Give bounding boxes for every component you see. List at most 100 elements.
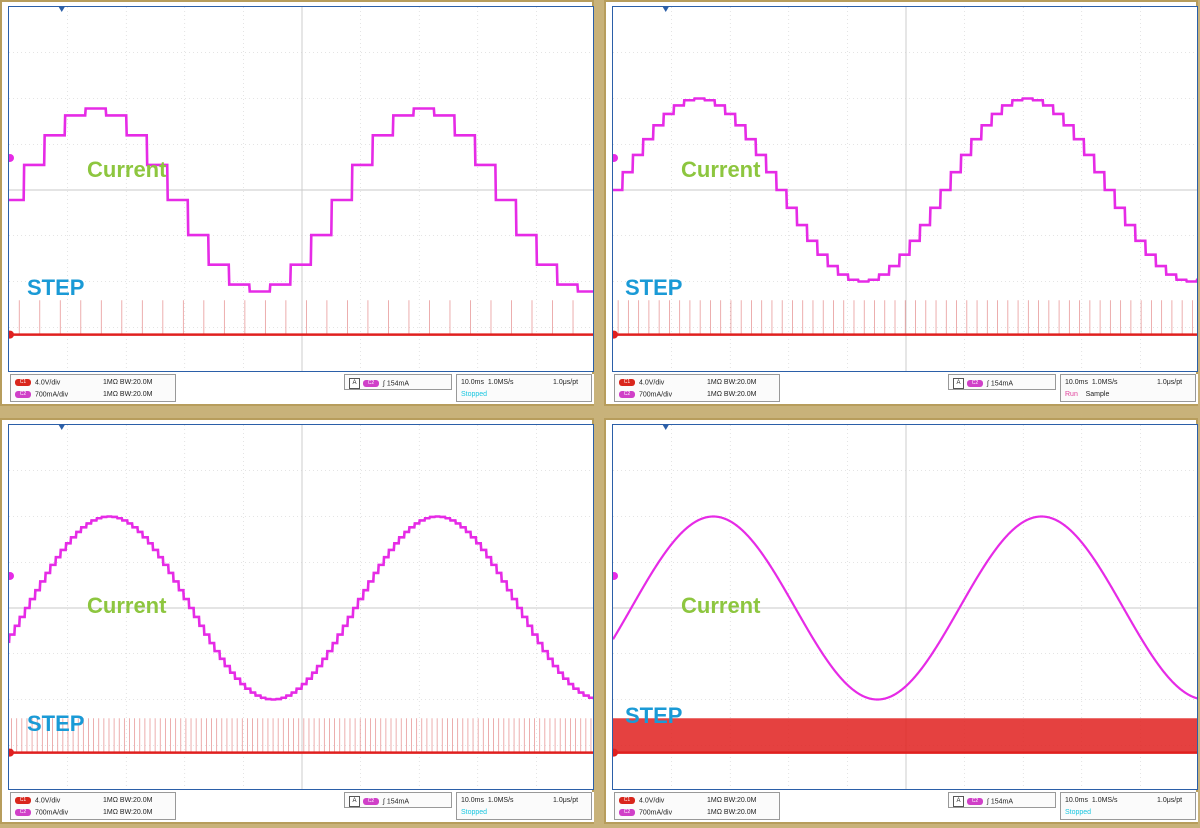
current-label: Current [681, 593, 761, 618]
ch2-chip: C2 [15, 391, 31, 398]
channel-box: C1 4.0V/div C2 700mA/div 1MΩ BW:20.0M 1MΩ … [10, 792, 176, 820]
status-bar: C1 4.0V/div C2 700mA/div 1MΩ BW:20.0M 1MΩ … [8, 374, 594, 404]
acq-state: Stopped [461, 809, 488, 816]
ch2-chip: C2 [619, 809, 635, 816]
trigger-level: 154mA [386, 380, 410, 388]
ch1-coupling: 1MΩ BW:20.0M [707, 797, 757, 804]
resolution: 1.0μs/pt [553, 797, 579, 804]
timebase-box: 10.0ms 1.0MS/s 1.0μs/pt Stopped [456, 374, 592, 402]
timebase: 10.0ms [461, 797, 484, 804]
acq-state: Run [1065, 391, 1078, 398]
trigger-mode-icon: A [953, 378, 964, 389]
scope-screen: Current STEP [612, 6, 1198, 372]
trigger-level: 154mA [990, 798, 1014, 806]
ch1-scale: 4.0V/div [639, 379, 665, 387]
current-trace [613, 97, 1197, 283]
resolution: 1.0μs/pt [1157, 797, 1183, 804]
ch1-chip: C1 [15, 797, 31, 804]
ch2-ground-marker [9, 153, 14, 162]
ch2-coupling: 1MΩ BW:20.0M [707, 809, 757, 816]
channel-box: C1 4.0V/div C2 700mA/div 1MΩ BW:20.0M 1MΩ … [614, 374, 780, 402]
trigger-box: A C2 ∫ 154mA [948, 792, 1056, 808]
trigger-edge-icon: ∫ [383, 798, 387, 806]
ch2-ground-marker [9, 571, 14, 580]
ch1-scale: 4.0V/div [35, 797, 61, 805]
timebase-box: 10.0ms 1.0MS/s 1.0μs/pt Stopped [1060, 792, 1196, 820]
step-label: STEP [625, 275, 683, 300]
ch1-coupling: 1MΩ BW:20.0M [707, 379, 757, 386]
step-label: STEP [625, 703, 683, 728]
trigger-position-marker [662, 425, 669, 430]
scope-panel-3: Current STEP C1 4.0V/div C2 700mA/div 1MΩ … [0, 418, 594, 824]
timebase-box: 10.0ms 1.0MS/s 1.0μs/pt Stopped [456, 792, 592, 820]
trigger-position-marker [58, 7, 65, 12]
step-pulse-band [613, 718, 1197, 753]
trigger-position-marker [662, 7, 669, 12]
ch2-ground-marker [613, 571, 618, 580]
ch2-scale: 700mA/div [35, 809, 69, 817]
ch2-coupling: 1MΩ BW:20.0M [103, 809, 153, 816]
step-pulses [11, 718, 592, 753]
ch1-coupling: 1MΩ BW:20.0M [103, 797, 153, 804]
scope-plot [613, 7, 1197, 371]
sample-rate: 1.0MS/s [1091, 797, 1118, 804]
step-label: STEP [27, 275, 85, 300]
ch1-chip: C1 [619, 797, 635, 804]
trigger-edge-icon: ∫ [383, 380, 387, 388]
trigger-edge-icon: ∫ [987, 380, 991, 388]
ch1-coupling: 1MΩ BW:20.0M [103, 379, 153, 386]
ch1-chip: C1 [15, 379, 31, 386]
current-label: Current [681, 157, 761, 182]
trigger-mode-icon: A [953, 796, 964, 807]
status-bar: C1 4.0V/div C2 700mA/div 1MΩ BW:20.0M 1MΩ … [8, 792, 594, 822]
sample-rate: 1.0MS/s [487, 797, 514, 804]
status-bar: C1 4.0V/div C2 700mA/div 1MΩ BW:20.0M 1MΩ … [612, 374, 1198, 404]
current-label: Current [87, 157, 167, 182]
scope-panel-2: Current STEP C1 4.0V/div C2 700mA/div 1MΩ … [604, 0, 1198, 406]
trigger-channel-chip: C2 [363, 380, 379, 387]
trigger-box: A C2 ∫ 154mA [344, 374, 452, 390]
scope-panel-1: Current STEP C1 4.0V/div C2 700mA/div 1MΩ … [0, 0, 594, 406]
trigger-box: A C2 ∫ 154mA [344, 792, 452, 808]
status-bar: C1 4.0V/div C2 700mA/div 1MΩ BW:20.0M 1MΩ … [612, 792, 1198, 822]
trigger-box: A C2 ∫ 154mA [948, 374, 1056, 390]
ch2-ground-marker [613, 153, 618, 162]
acq-state: Stopped [1065, 809, 1092, 816]
ch2-coupling: 1MΩ BW:20.0M [707, 391, 757, 398]
timebase-box: 10.0ms 1.0MS/s 1.0μs/pt Run Sample [1060, 374, 1196, 402]
ch2-coupling: 1MΩ BW:20.0M [103, 391, 153, 398]
ch1-scale: 4.0V/div [35, 379, 61, 387]
trigger-edge-icon: ∫ [987, 798, 991, 806]
step-pulses [617, 300, 1193, 335]
ch1-scale: 4.0V/div [639, 797, 665, 805]
channel-box: C1 4.0V/div C2 700mA/div 1MΩ BW:20.0M 1MΩ … [614, 792, 780, 820]
resolution: 1.0μs/pt [553, 379, 579, 386]
ch1-ground-marker [9, 330, 14, 339]
scope-plot [613, 425, 1197, 789]
scope-screen: Current STEP [8, 424, 594, 790]
scope-screen: Current STEP [612, 424, 1198, 790]
ch2-scale: 700mA/div [639, 809, 673, 817]
trigger-level: 154mA [386, 798, 410, 806]
acq-mode: Sample [1085, 391, 1110, 398]
step-pulses [18, 300, 574, 335]
trigger-channel-chip: C2 [363, 798, 379, 805]
timebase: 10.0ms [461, 379, 484, 386]
step-label: STEP [27, 711, 85, 736]
scope-screen: Current STEP [8, 6, 594, 372]
trigger-channel-chip: C2 [967, 798, 983, 805]
ch2-chip: C2 [15, 809, 31, 816]
ch1-ground-marker [9, 748, 14, 757]
ch2-scale: 700mA/div [639, 391, 673, 399]
scope-plot [9, 7, 593, 371]
sample-rate: 1.0MS/s [1091, 379, 1118, 386]
scope-panel-4: Current STEP C1 4.0V/div C2 700mA/div 1MΩ … [604, 418, 1198, 824]
current-label: Current [87, 593, 167, 618]
resolution: 1.0μs/pt [1157, 379, 1183, 386]
trigger-mode-icon: A [349, 378, 360, 389]
current-trace [613, 515, 1197, 701]
ch1-chip: C1 [619, 379, 635, 386]
timebase: 10.0ms [1065, 797, 1088, 804]
channel-box: C1 4.0V/div C2 700mA/div 1MΩ BW:20.0M 1MΩ … [10, 374, 176, 402]
current-trace [9, 515, 593, 701]
